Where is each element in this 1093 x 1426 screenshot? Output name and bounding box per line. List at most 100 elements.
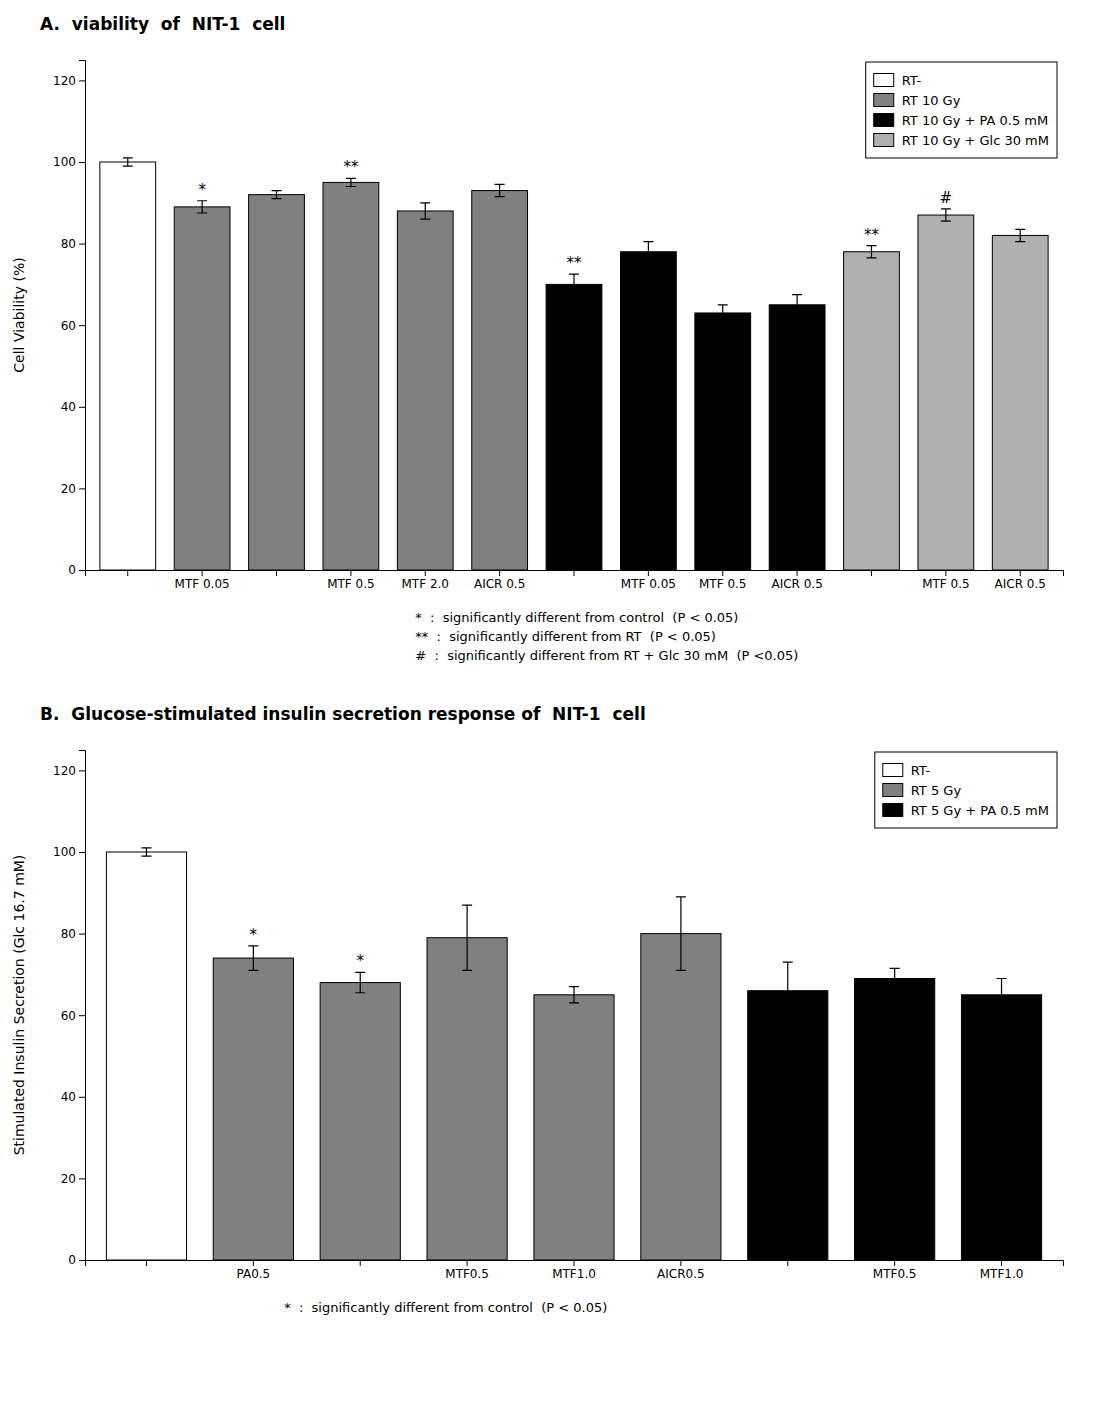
x-tick: PA0.5 — [236, 1260, 270, 1281]
y-tick-mark — [79, 852, 85, 853]
y-tick: 20 — [61, 482, 85, 496]
y-tick: 100 — [53, 155, 85, 169]
x-tick-label: MTF 0.05 — [175, 577, 230, 591]
x-tick-label: MTF 0.5 — [699, 577, 746, 591]
x-tick: MTF 0.5 — [699, 570, 746, 591]
x-tick-label: AICR 0.5 — [474, 577, 525, 591]
error-bar — [462, 905, 472, 970]
bar — [992, 235, 1048, 570]
title: B. Glucose-stimulated insulin secretion … — [40, 704, 646, 724]
x-tick-mark — [276, 570, 277, 576]
x-tick: AICR 0.5 — [474, 570, 525, 591]
plot-marks — [100, 158, 1048, 570]
error-bar — [643, 242, 653, 262]
bar — [397, 211, 453, 570]
y-tick-mark — [79, 1178, 85, 1179]
x-tick-label: MTF1.0 — [552, 1267, 596, 1281]
y-tick-mark — [79, 407, 85, 408]
error-bar — [495, 184, 505, 196]
x-tick-label: AICR0.5 — [657, 1267, 705, 1281]
y-tick-mark — [79, 770, 85, 771]
y-axis: 020406080100120 — [53, 61, 85, 578]
x-tick: AICR 0.5 — [995, 570, 1046, 591]
title: A. viability of NIT-1 cell — [40, 14, 285, 34]
y-tick-label: 20 — [61, 1172, 76, 1186]
x-tick: MTF 0.5 — [327, 570, 374, 591]
y-tick: 40 — [61, 400, 85, 414]
y-axis: 0 20 40 60 80 100 120 — [53, 751, 85, 1268]
x-tick-mark — [146, 1260, 147, 1266]
x-tick-label: AICR 0.5 — [771, 577, 822, 591]
x-tick — [127, 570, 128, 576]
error-bar — [420, 203, 430, 219]
legend-label: RT 10 Gy + PA 0.5 mM — [902, 113, 1048, 128]
x-tick-mark — [499, 570, 500, 576]
x-tick-label: MTF 0.05 — [621, 577, 676, 591]
annotation: ** — [343, 158, 359, 176]
bar — [769, 305, 825, 570]
legend-label: RT 5 Gy — [911, 783, 962, 798]
y-tick: 60 — [61, 1009, 85, 1023]
bar — [213, 958, 293, 1260]
x-tick — [574, 570, 575, 576]
legend-label: RT 10 Gy + Glc 30 mM — [902, 133, 1049, 148]
y-tick-label: 0 — [68, 1253, 76, 1267]
annotations: *******# — [198, 158, 952, 272]
figure: A. viability of NIT-1 cell 0 20 40 60 80 100 12… — [0, 0, 1093, 1426]
x-axis-line — [86, 1261, 1064, 1267]
y-tick-mark — [79, 934, 85, 935]
y-tick: 120 — [53, 764, 85, 778]
x-tick: AICR 0.5 — [771, 570, 822, 591]
error-bar — [890, 968, 900, 988]
x-tick-label: MTF 2.0 — [402, 577, 449, 591]
panel: B. Glucose-stimulated insulin secretion … — [11, 704, 1064, 1315]
x-tick-label: MTF0.5 — [445, 1267, 489, 1281]
error-bar — [569, 987, 579, 1003]
error-bar — [123, 158, 133, 166]
y-tick: 100 — [53, 845, 85, 859]
y-tick-mark — [79, 570, 85, 571]
bar — [961, 995, 1041, 1260]
footnote: # : significantly different from RT + Gl… — [415, 648, 798, 663]
x-tick-mark — [680, 1260, 681, 1266]
legend-swatch — [883, 804, 903, 817]
y-axis-title: Cell Viability (%) — [11, 257, 27, 372]
y-tick-label: 40 — [61, 1090, 76, 1104]
x-tick-mark — [253, 1260, 254, 1266]
error-bar — [1015, 229, 1025, 241]
y-tick-label: 100 — [53, 845, 76, 859]
y-tick-label: 80 — [61, 927, 76, 941]
y-axis-line — [79, 61, 86, 571]
annotation: * — [250, 926, 258, 944]
x-tick-mark — [945, 570, 946, 576]
footnote: * : significantly different from control… — [415, 610, 738, 625]
y-tick-label: 120 — [53, 74, 76, 88]
legend-label: RT- — [911, 763, 931, 778]
y-tick-mark — [79, 1015, 85, 1016]
error-bar — [346, 178, 356, 186]
y-tick-label: 60 — [61, 319, 76, 333]
y-tick-label: 120 — [53, 764, 76, 778]
y-tick-mark — [79, 244, 85, 245]
error-bar — [866, 246, 876, 258]
y-tick-mark — [79, 162, 85, 163]
x-tick — [787, 1260, 788, 1266]
y-tick-label: 100 — [53, 155, 76, 169]
bar — [844, 252, 900, 570]
bar — [855, 978, 935, 1260]
y-tick-label: 40 — [61, 400, 76, 414]
bar — [534, 995, 614, 1260]
legend-frame — [866, 62, 1057, 158]
error-bar — [718, 305, 728, 321]
bar — [106, 852, 186, 1260]
x-tick-label: MTF 0.5 — [327, 577, 374, 591]
annotation: ** — [864, 226, 880, 244]
x-tick-mark — [425, 570, 426, 576]
x-tick-mark — [894, 1260, 895, 1266]
y-tick-label: 0 — [68, 563, 76, 577]
x-tick: MTF 0.5 — [922, 570, 969, 591]
bar — [748, 991, 828, 1260]
error-bar — [569, 274, 579, 294]
error-bar — [997, 978, 1007, 1011]
bar — [323, 182, 379, 570]
